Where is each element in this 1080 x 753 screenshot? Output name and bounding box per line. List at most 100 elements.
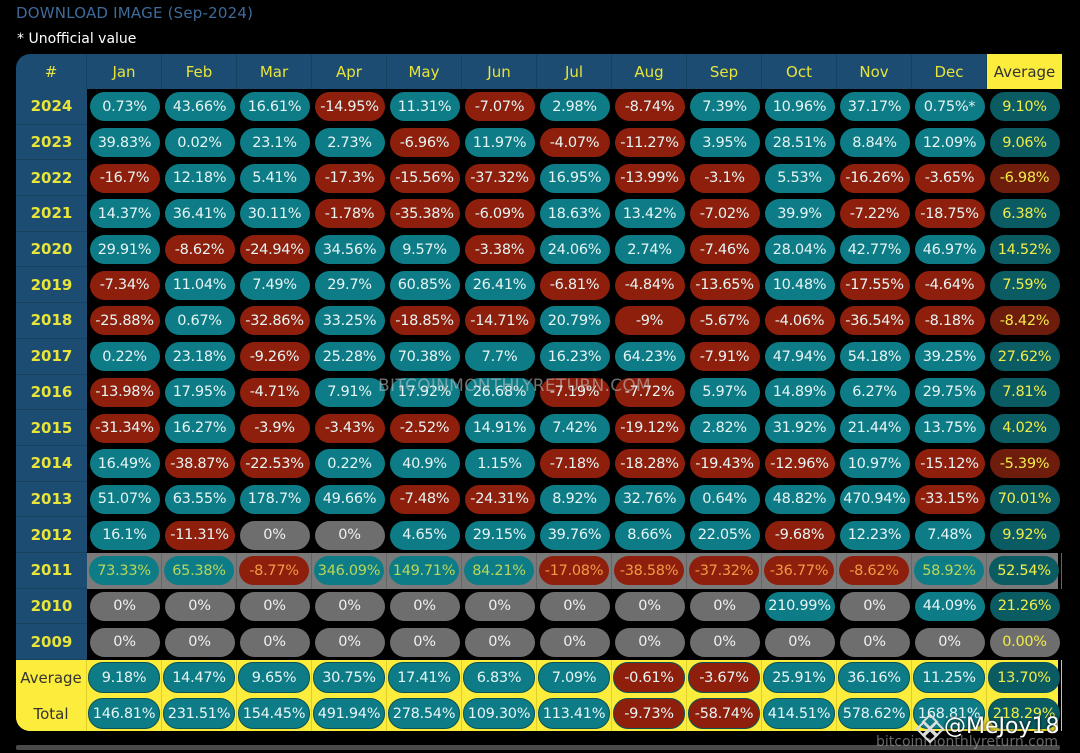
footer-average-value: 218.29% — [988, 698, 1060, 730]
month-cell: -11.31% — [162, 517, 237, 553]
month-cell: 31.92% — [762, 410, 837, 446]
return-value: -36.54% — [839, 306, 910, 336]
column-header-jan[interactable]: Jan — [87, 54, 162, 89]
month-cell: 0% — [312, 517, 387, 553]
return-value: -24.94% — [239, 235, 310, 265]
month-cell: -7.18% — [537, 446, 612, 482]
month-cell: -15.56% — [387, 160, 462, 196]
month-cell: -7.91% — [687, 339, 762, 375]
binance-logo-icon — [915, 713, 945, 743]
return-value: 14.37% — [89, 199, 160, 229]
return-value: -1.78% — [314, 199, 385, 229]
download-image-link[interactable]: DOWNLOAD IMAGE (Sep-2024) — [16, 4, 254, 22]
handle-text: @MeJoy18 — [944, 714, 1060, 739]
column-header-dec[interactable]: Dec — [912, 54, 987, 89]
month-cell: 29.7% — [312, 267, 387, 303]
return-value: -38.58% — [614, 556, 684, 586]
month-cell: -7.34% — [87, 267, 162, 303]
average-cell: -6.98% — [987, 160, 1062, 196]
column-header-mar[interactable]: Mar — [237, 54, 312, 89]
return-value: 40.9% — [389, 449, 460, 479]
column-header-oct[interactable]: Oct — [762, 54, 837, 89]
year-label: 2013 — [16, 481, 87, 518]
footer-value: 17.41% — [388, 662, 460, 694]
return-value: 10.48% — [764, 270, 835, 300]
month-cell: -15.12% — [912, 446, 987, 482]
return-value: 11.97% — [464, 128, 535, 158]
column-header-nov[interactable]: Nov — [837, 54, 912, 89]
return-value: -14.71% — [464, 306, 535, 336]
month-cell: -13.98% — [87, 375, 162, 411]
month-cell: -31.34% — [87, 410, 162, 446]
return-value: 0% — [314, 591, 385, 621]
return-value: -5.67% — [689, 306, 760, 336]
column-header-feb[interactable]: Feb — [162, 54, 237, 89]
table-row: 2010 0% 0% 0% 0% 0% 0% 0% 0% 0% 210.99% 0% 44.09% 21.… — [16, 588, 1060, 625]
month-cell: -19.43% — [687, 446, 762, 482]
footer-value: 113.41% — [538, 698, 610, 730]
month-cell: 1.15% — [462, 446, 537, 482]
return-value: 42.77% — [839, 235, 910, 265]
column-header-sep[interactable]: Sep — [687, 54, 762, 89]
footer-row-average: Average 9.18% 14.47% 9.65% 30.75% 17.41% 6.83%… — [16, 660, 1062, 696]
return-value: -19.43% — [689, 449, 760, 479]
average-cell: 52.54% — [987, 552, 1062, 589]
return-value: 60.85% — [389, 270, 460, 300]
month-cell: -11.27% — [612, 125, 687, 161]
column-header-year[interactable]: # — [16, 54, 87, 89]
return-value: -12.96% — [764, 449, 835, 479]
average-cell: 9.06% — [987, 125, 1062, 161]
month-cell: 64.23% — [612, 339, 687, 375]
return-value: 7.42% — [539, 413, 610, 443]
footer-cell: 231.51% — [162, 695, 237, 732]
return-value: -8.74% — [614, 92, 685, 122]
footer-cell: 7.09% — [537, 660, 612, 696]
column-header-jul[interactable]: Jul — [537, 54, 612, 89]
return-value: -7.48% — [389, 484, 460, 514]
return-value: 10.97% — [839, 449, 910, 479]
return-value: 14.89% — [764, 377, 835, 407]
month-cell: 0% — [312, 589, 387, 625]
month-cell: 0% — [837, 624, 912, 660]
footer-cell: 113.41% — [537, 695, 612, 732]
return-value: -24.31% — [464, 484, 535, 514]
month-cell: 51.07% — [87, 482, 162, 518]
return-value: -7.18% — [539, 449, 610, 479]
column-header-jun[interactable]: Jun — [462, 54, 537, 89]
return-value: -9% — [614, 306, 685, 336]
month-cell: -18.85% — [387, 303, 462, 339]
return-value: -7.02% — [689, 199, 760, 229]
return-value: 0% — [539, 627, 610, 657]
month-cell: -7.22% — [837, 196, 912, 232]
month-cell: 70.38% — [387, 339, 462, 375]
average-cell: 7.81% — [987, 375, 1062, 411]
month-cell: 14.37% — [87, 196, 162, 232]
return-value: 22.05% — [689, 520, 760, 550]
return-value: -8.62% — [164, 235, 235, 265]
average-value: -8.42% — [989, 306, 1060, 336]
return-value: 44.09% — [914, 591, 985, 621]
return-value: 2.82% — [689, 413, 760, 443]
month-cell: 58.92% — [912, 552, 987, 589]
month-cell: 8.66% — [612, 517, 687, 553]
month-cell: 0% — [462, 624, 537, 660]
horizontal-scrollbar[interactable] — [16, 745, 1060, 750]
footer-value: 278.54% — [388, 698, 460, 730]
month-cell: -3.9% — [237, 410, 312, 446]
return-value: 0% — [914, 627, 985, 657]
footer-cell: 168.81% — [912, 695, 987, 732]
month-cell: 16.49% — [87, 446, 162, 482]
column-header-apr[interactable]: Apr — [312, 54, 387, 89]
month-cell: 36.41% — [162, 196, 237, 232]
return-value: 29.15% — [464, 520, 535, 550]
column-header-aug[interactable]: Aug — [612, 54, 687, 89]
table-row: 2022 -16.7% 12.18% 5.41% -17.3% -15.56% -37.32… — [16, 160, 1060, 197]
column-header-may[interactable]: May — [387, 54, 462, 89]
column-header-average[interactable]: Average — [987, 54, 1062, 89]
footer-value: 578.62% — [838, 698, 910, 730]
month-cell: 16.61% — [237, 89, 312, 125]
footer-cell: 109.30% — [462, 695, 537, 732]
footer-cell: 14.47% — [162, 660, 237, 696]
average-cell: 70.01% — [987, 482, 1062, 518]
month-cell: 6.27% — [837, 375, 912, 411]
